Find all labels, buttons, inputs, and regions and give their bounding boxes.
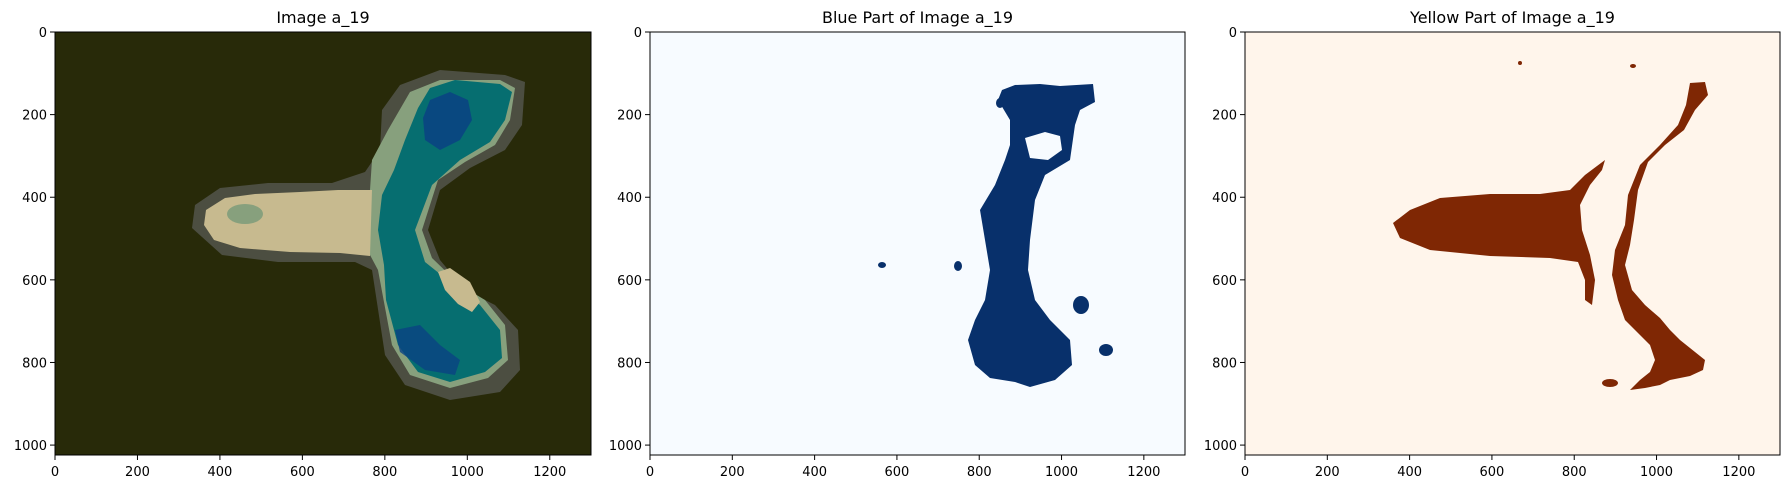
y-tick-label: 800 [22,356,47,371]
x-tick-label: 800 [1562,465,1587,480]
yellow-mask-blob [1518,61,1522,65]
y-tick-label: 1000 [14,439,47,454]
y-tick-label: 600 [1212,274,1237,289]
image-frame [54,31,592,456]
y-tick-label: 400 [1212,191,1237,206]
x-tick-label: 0 [1241,465,1249,480]
mask-background [650,32,1185,455]
mask-frame [1244,31,1781,456]
sage-patch-arm [227,204,263,224]
x-tick-label: 1200 [1722,465,1755,480]
x-tick-label: 0 [51,465,59,480]
x-tick-label: 1200 [1127,465,1160,480]
teal-region [378,80,512,382]
y-tick-label: 1000 [1204,439,1237,454]
x-tick-label: 400 [802,465,827,480]
navy-patch-top [423,92,472,150]
y-tick-label: 0 [39,26,47,41]
navy-patch-bottom [395,325,460,375]
x-tick-label: 200 [125,465,150,480]
yellow-mask-blob [1602,379,1618,387]
y-tick-label: 600 [617,274,642,289]
mask-frame [649,31,1186,456]
blue-mask-blob [954,261,962,271]
yellow-mask-blob [1630,64,1636,68]
y-tick-label: 0 [634,26,642,41]
y-tick-label: 1000 [609,439,642,454]
y-tick-label: 0 [1229,26,1237,41]
y-tick-label: 800 [617,356,642,371]
y-tick-label: 400 [22,191,47,206]
y-tick-label: 200 [617,109,642,124]
x-tick-label: 200 [720,465,745,480]
blue-mask-hole [1025,132,1062,160]
x-tick-label: 800 [967,465,992,480]
light-region-lower [438,268,480,312]
y-tick-label: 600 [22,274,47,289]
panel-title: Image a_19 [276,8,370,27]
x-tick-label: 1200 [533,465,566,480]
y-tick-label: 200 [1212,109,1237,124]
x-tick-label: 800 [372,465,397,480]
panel-title: Yellow Part of Image a_19 [1410,8,1615,27]
x-tick-label: 600 [290,465,315,480]
x-tick-label: 1000 [1045,465,1078,480]
x-tick-label: 1000 [1640,465,1673,480]
blue-mask-blob [1099,344,1113,356]
y-tick-label: 400 [617,191,642,206]
x-tick-label: 400 [208,465,233,480]
y-tick-label: 800 [1212,356,1237,371]
panel-title: Blue Part of Image a_19 [821,8,1014,27]
x-tick-label: 200 [1315,465,1340,480]
x-tick-label: 600 [1480,465,1505,480]
blue-mask-blob [1073,296,1089,314]
blue-mask-blob [996,98,1004,108]
x-tick-label: 0 [646,465,654,480]
x-tick-label: 400 [1397,465,1422,480]
y-tick-label: 200 [22,109,47,124]
x-tick-label: 600 [885,465,910,480]
yellow-mask-strand [1612,82,1708,390]
blue-mask-body [968,84,1095,387]
x-tick-label: 1000 [451,465,484,480]
blue-mask-blob [878,262,886,268]
yellow-mask-arm [1393,160,1605,305]
